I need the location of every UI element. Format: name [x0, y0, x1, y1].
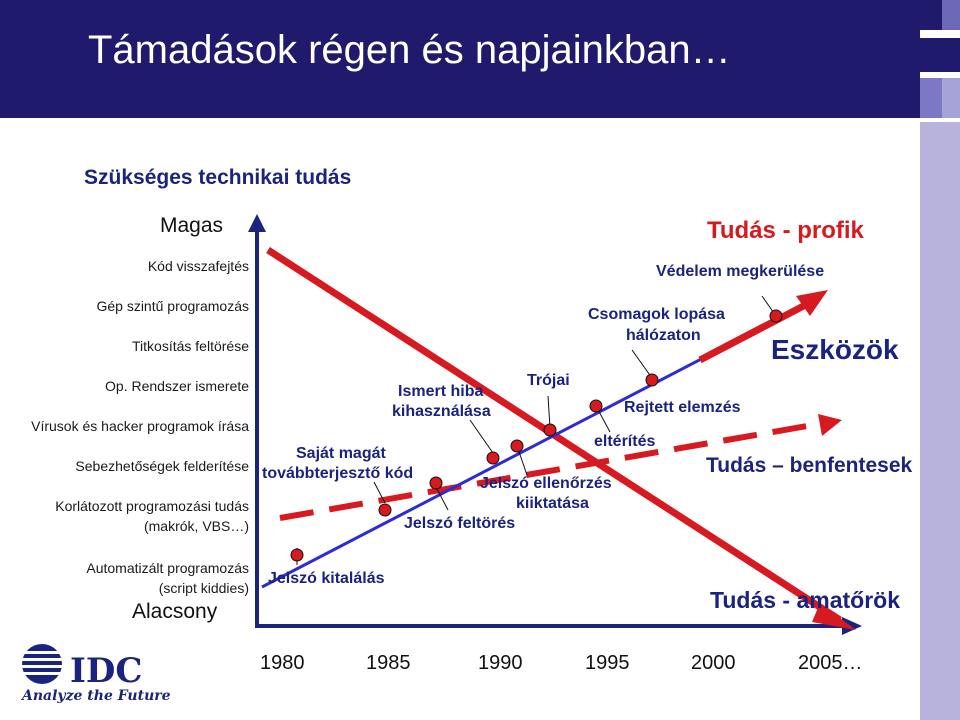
attack-dot: [378, 503, 392, 517]
decorative-mosaic: [920, 0, 960, 720]
y-axis-low-label: Alacsony: [132, 600, 218, 623]
y-axis-heading: Szükséges technikai tudás: [84, 166, 352, 189]
attack-label-self-replicating-code: továbbterjesztő kód: [262, 465, 414, 482]
attack-dot: [290, 548, 304, 562]
attack-label-packet-sniffing: hálózaton: [626, 327, 701, 344]
attack-dot: [486, 451, 500, 465]
attack-label-password-cracking: Jelszó feltörés: [404, 515, 516, 532]
attack-label-trojan: Trójai: [527, 372, 570, 389]
attack-label-known-vuln-exploit: kihasználása: [392, 403, 491, 420]
attack-dot: [543, 423, 557, 437]
title-bar: [0, 0, 920, 118]
attack-label-packet-sniffing: Csomagok lopása: [588, 306, 725, 323]
attack-label-password-check-bypass: Jelszó ellenőrzés: [480, 475, 612, 492]
tools-trend-line: [279, 419, 831, 521]
attack-dot: [645, 373, 659, 387]
attack-label-hijacking: eltérítés: [594, 433, 656, 450]
progression-arrow: [698, 296, 817, 364]
skill-level-label: Korlátozott programozási tudás: [55, 498, 249, 514]
knowledge-trend-arrowhead: [812, 603, 856, 630]
svg-text:IDC: IDC: [70, 651, 142, 691]
attack-label-password-guessing: Jelszó kitalálás: [268, 570, 385, 587]
profi-label: Tudás - profik: [707, 217, 864, 244]
x-axis-year: 1990: [478, 652, 523, 674]
tools-trend-arrowhead: [818, 414, 842, 436]
skill-level-label: Automatizált programozás: [86, 560, 249, 576]
attack-label-self-replicating-code: Saját magát: [296, 445, 386, 462]
skill-level-label: Vírusok és hacker programok írása: [31, 418, 249, 434]
skill-level-label: (script kiddies): [158, 580, 249, 596]
attack-label-stealth-analysis: Rejtett elemzés: [624, 399, 741, 416]
skill-level-label: Gép szintű programozás: [96, 298, 249, 314]
skill-level-label: Kód visszafejtés: [147, 258, 249, 274]
progression-arrowhead: [796, 290, 828, 316]
x-axis-year: 1995: [585, 652, 630, 674]
attack-dot: [429, 476, 443, 490]
x-axis-year: 1980: [260, 652, 305, 674]
attack-dot: [589, 399, 603, 413]
idc-logo-globe: IDC: [20, 644, 142, 691]
x-axis-arrowhead: [842, 617, 862, 635]
y-axis-high-label: Magas: [160, 214, 224, 237]
page-title: Támadások régen és napjainkban…: [88, 28, 731, 72]
skill-level-label: Titkosítás feltörése: [132, 338, 249, 354]
attack-label-password-check-bypass: kiiktatása: [516, 495, 589, 512]
attack-markers: [290, 295, 783, 565]
y-axis-arrowhead: [248, 214, 266, 232]
logo-tagline: Analyze the Future: [22, 688, 171, 704]
skill-level-label: (makrók, VBS…): [143, 518, 249, 534]
attack-dot: [510, 439, 524, 453]
skill-level-label: Sebezhetőségek felderítése: [75, 458, 249, 474]
x-axis-year: 2000: [691, 652, 736, 674]
x-axis-year: 2005…: [798, 652, 863, 674]
tools-label: Eszközök: [771, 334, 899, 365]
attack-dot: [769, 309, 783, 323]
amateur-label: Tudás - amatőrök: [710, 587, 900, 613]
insider-label: Tudás – benfentesek: [706, 454, 913, 477]
x-axis-year: 1985: [366, 652, 411, 674]
attack-label-known-vuln-exploit: Ismert hiba: [398, 383, 484, 400]
attack-label-defense-evasion: Védelem megkerülése: [656, 263, 825, 280]
skill-level-label: Op. Rendszer ismerete: [105, 378, 249, 394]
